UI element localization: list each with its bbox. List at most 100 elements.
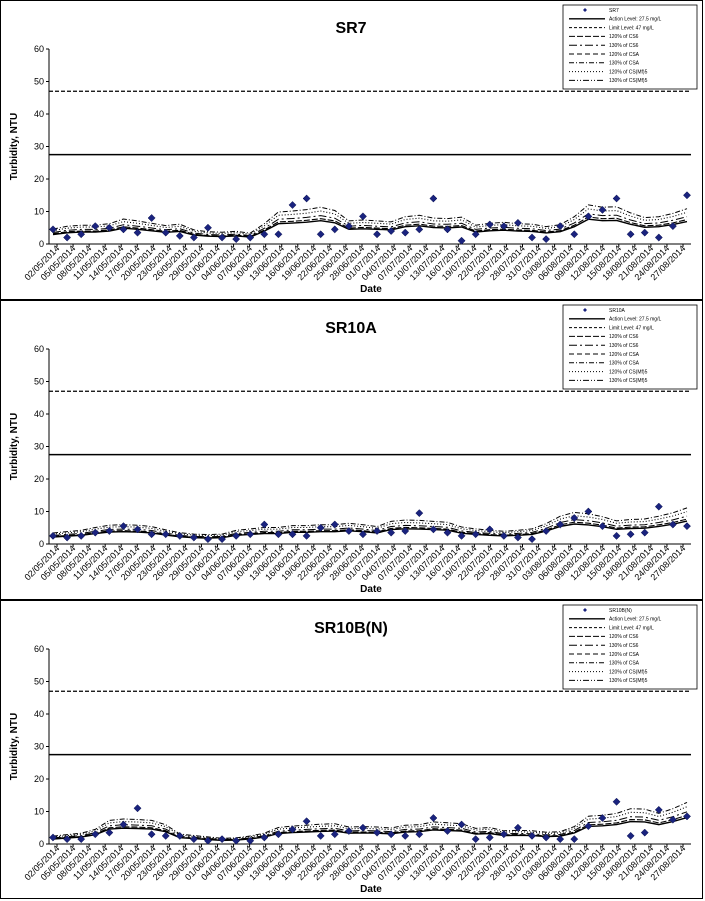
- data-point-diamond: [189, 533, 198, 542]
- data-point-diamond: [429, 814, 438, 822]
- legend-entry-label: 120% of CSA: [609, 52, 640, 58]
- chart-title: SR7: [335, 20, 366, 37]
- data-point-diamond: [204, 535, 212, 544]
- data-point-diamond: [401, 831, 410, 840]
- chart-title: SR10A: [325, 320, 377, 337]
- data-point-diamond: [556, 520, 565, 529]
- data-point-diamond: [119, 522, 128, 531]
- legend-entry-label: SR10B(N): [609, 608, 632, 614]
- data-point-diamond: [542, 527, 551, 535]
- legend-diamond-swatch: [583, 8, 587, 12]
- legend-entry-label: 120% of CS6: [609, 634, 639, 640]
- legend-diamond-swatch: [583, 608, 587, 612]
- data-point-diamond: [77, 531, 86, 540]
- data-point-diamond: [330, 225, 339, 234]
- y-tick-label: 30: [34, 142, 44, 152]
- data-point-diamond: [316, 523, 325, 532]
- y-tick-label: 20: [34, 474, 44, 484]
- data-point-diamond: [429, 525, 438, 534]
- data-point-diamond: [401, 527, 410, 535]
- y-tick-label: 20: [34, 774, 44, 784]
- data-point-diamond: [344, 527, 353, 535]
- legend-entry-label: 130% of CS6: [609, 643, 639, 649]
- data-point-diamond: [91, 830, 100, 839]
- data-point-diamond: [189, 233, 198, 242]
- chart-panel-sr7: SR7 0 10 20 30 40 50 60 Turbidity, NTU 02/05/2014…: [0, 0, 703, 300]
- data-point-diamond: [429, 194, 438, 203]
- data-point-diamond: [359, 530, 367, 539]
- y-axis-label: Turbidity, NTU: [9, 113, 20, 180]
- data-point-diamond: [288, 530, 297, 539]
- data-point-diamond: [274, 230, 283, 239]
- reference-curve-2: [52, 213, 688, 237]
- data-point-diamond: [175, 531, 184, 540]
- legend-entry-label: Action Level: 27.5 mg/L: [609, 317, 661, 323]
- legend-entry-label: 130% of CS(Mf)5: [609, 678, 648, 684]
- data-point-diamond: [260, 833, 269, 842]
- data-point-diamond: [542, 235, 551, 244]
- data-point-diamond: [189, 835, 198, 844]
- data-point-diamond: [626, 530, 635, 539]
- y-tick-label: 60: [34, 344, 44, 354]
- data-point-diamond: [63, 835, 72, 844]
- data-point-diamond: [147, 214, 156, 222]
- data-point-diamond: [161, 228, 170, 237]
- x-axis-label: Date: [360, 284, 382, 295]
- data-point-diamond: [654, 502, 663, 511]
- data-point-diamond: [612, 194, 621, 203]
- data-point-diamond: [175, 831, 184, 840]
- x-axis-label: Date: [360, 584, 382, 595]
- data-point-diamond: [640, 228, 649, 237]
- data-point-diamond: [119, 820, 128, 829]
- data-point-diamond: [302, 194, 311, 203]
- data-point-diamond: [161, 530, 170, 539]
- data-point-diamond: [457, 531, 466, 540]
- data-point-diamond: [528, 233, 536, 242]
- data-point-diamond: [204, 223, 212, 232]
- data-point-diamond: [612, 797, 621, 806]
- data-point-diamond: [668, 520, 677, 529]
- data-point-diamond: [528, 831, 536, 840]
- data-point-diamond: [204, 836, 212, 845]
- legend-entry-label: Limit Level: 47 mg/L: [609, 325, 654, 331]
- data-point-diamond: [105, 828, 114, 837]
- data-point-diamond: [485, 525, 494, 534]
- data-point-diamond: [485, 220, 494, 229]
- data-point-diamond: [105, 223, 114, 232]
- data-point-diamond: [344, 222, 353, 231]
- data-point-diamond: [683, 191, 691, 200]
- data-point-diamond: [91, 528, 100, 537]
- data-point-diamond: [471, 530, 480, 539]
- data-point-diamond: [232, 235, 241, 244]
- y-tick-label: 60: [34, 44, 44, 54]
- reference-curve-solid: [52, 520, 688, 539]
- y-tick-label: 10: [34, 807, 44, 817]
- data-point-diamond: [260, 520, 269, 529]
- legend-entry-label: SR10A: [609, 308, 626, 314]
- legend-entry-label: 130% of CS(Mf)5: [609, 378, 648, 384]
- data-point-diamond: [246, 233, 255, 242]
- data-point-diamond: [598, 205, 607, 214]
- data-point-diamond: [485, 833, 494, 842]
- data-point-diamond: [598, 522, 607, 531]
- reference-curve-2: [52, 811, 688, 841]
- legend-entry-label: SR7: [609, 8, 619, 14]
- y-tick-label: 60: [34, 644, 44, 654]
- data-point-diamond: [612, 531, 621, 540]
- data-point-diamond: [302, 817, 311, 826]
- data-point-diamond: [499, 830, 508, 839]
- data-point-diamond: [359, 212, 367, 221]
- data-point-diamond: [598, 814, 607, 822]
- reference-curve-1: [52, 518, 688, 539]
- y-tick-label: 40: [34, 109, 44, 119]
- legend-entry-label: 130% of CS6: [609, 343, 639, 349]
- reference-curve-3: [52, 208, 688, 235]
- data-point-diamond: [147, 530, 156, 539]
- data-point-diamond: [91, 222, 100, 231]
- data-point-diamond: [457, 236, 466, 245]
- data-point-diamond: [556, 835, 565, 844]
- data-point-diamond: [63, 533, 72, 542]
- data-point-diamond: [401, 228, 410, 237]
- data-point-diamond: [302, 531, 311, 540]
